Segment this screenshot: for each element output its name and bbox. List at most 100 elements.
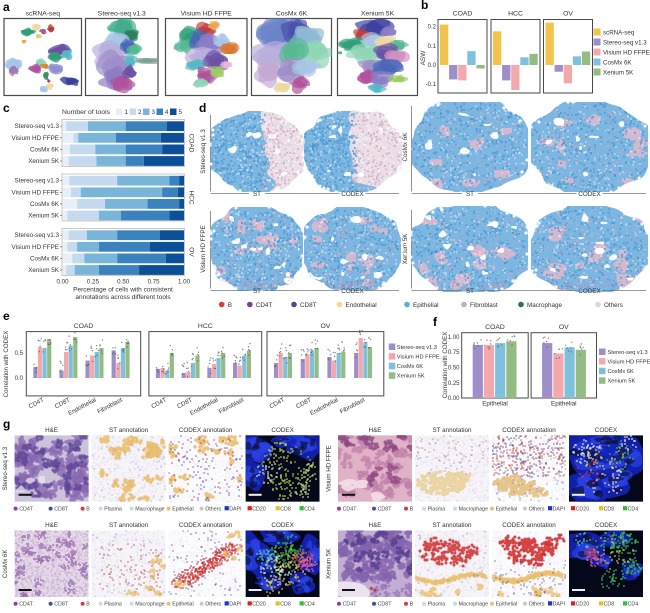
svg-text:Stereo-seq v1.3: Stereo-seq v1.3 bbox=[603, 39, 647, 46]
svg-text:COAD: COAD bbox=[74, 323, 94, 330]
svg-text:0.50: 0.50 bbox=[448, 366, 460, 372]
svg-text:HCC: HCC bbox=[198, 323, 213, 330]
svg-text:CODEX: CODEX bbox=[595, 427, 618, 434]
svg-text:H&E: H&E bbox=[369, 522, 382, 529]
svg-text:Fibroblast: Fibroblast bbox=[470, 302, 498, 309]
svg-text:Stereo-seq v1.3: Stereo-seq v1.3 bbox=[98, 11, 146, 18]
svg-text:ST: ST bbox=[466, 191, 474, 198]
svg-text:0.0: 0.0 bbox=[428, 63, 437, 69]
svg-text:HCC: HCC bbox=[508, 11, 523, 18]
svg-text:ST annotation: ST annotation bbox=[432, 522, 472, 529]
svg-text:CosMx 6K: CosMx 6K bbox=[603, 59, 632, 66]
svg-text:CD8T: CD8T bbox=[54, 602, 69, 608]
svg-text:ASW: ASW bbox=[420, 50, 427, 66]
svg-text:DAPI: DAPI bbox=[229, 506, 241, 512]
svg-text:Epithelial: Epithelial bbox=[413, 302, 439, 309]
svg-text:Others: Others bbox=[205, 506, 221, 512]
svg-text:Percentage of cells with consi: Percentage of cells with consistent bbox=[73, 287, 173, 294]
svg-text:e: e bbox=[3, 309, 10, 323]
svg-text:Visium HD FFPE: Visium HD FFPE bbox=[608, 360, 650, 366]
svg-text:DAPI: DAPI bbox=[553, 506, 565, 512]
svg-text:0.5: 0.5 bbox=[15, 351, 24, 357]
svg-text:Stereo-seq v1.3: Stereo-seq v1.3 bbox=[15, 232, 60, 239]
svg-text:ST annotation: ST annotation bbox=[432, 427, 472, 434]
svg-text:f: f bbox=[433, 315, 438, 329]
svg-text:0.1: 0.1 bbox=[428, 44, 437, 50]
svg-text:Epithelial: Epithelial bbox=[496, 506, 517, 512]
svg-text:CODEX: CODEX bbox=[271, 522, 294, 529]
svg-text:CosMx 6K: CosMx 6K bbox=[276, 11, 308, 18]
svg-text:ST annotation: ST annotation bbox=[109, 522, 149, 529]
svg-text:CD8: CD8 bbox=[604, 506, 615, 512]
svg-text:5: 5 bbox=[179, 109, 183, 116]
svg-text:Others: Others bbox=[205, 602, 221, 608]
svg-text:CD4T: CD4T bbox=[19, 506, 34, 512]
svg-text:H&E: H&E bbox=[45, 522, 58, 529]
svg-text:B: B bbox=[86, 602, 90, 608]
svg-text:Visium HD FFPE: Visium HD FFPE bbox=[12, 135, 59, 142]
svg-text:ST annotation: ST annotation bbox=[109, 427, 149, 434]
svg-text:1: 1 bbox=[125, 109, 129, 116]
svg-text:Macrophage: Macrophage bbox=[459, 506, 488, 512]
svg-text:CODEX: CODEX bbox=[341, 288, 364, 295]
svg-text:Xenium 5K: Xenium 5K bbox=[603, 69, 634, 76]
svg-text:CD4: CD4 bbox=[304, 602, 315, 608]
svg-text:2: 2 bbox=[138, 109, 142, 116]
svg-text:CD20: CD20 bbox=[252, 602, 266, 608]
svg-text:Plasma: Plasma bbox=[104, 506, 122, 512]
svg-text:Macrophage: Macrophage bbox=[135, 602, 164, 608]
svg-text:CODEX: CODEX bbox=[578, 191, 601, 198]
svg-text:CD4: CD4 bbox=[628, 506, 639, 512]
svg-text:Visium HD FFPE: Visium HD FFPE bbox=[181, 11, 233, 18]
svg-text:CODEX annotation: CODEX annotation bbox=[502, 427, 556, 434]
svg-text:Stereo-seq v1.3: Stereo-seq v1.3 bbox=[200, 129, 207, 174]
svg-text:Epithelial: Epithelial bbox=[551, 401, 577, 408]
svg-text:COAD: COAD bbox=[453, 11, 473, 18]
svg-text:Macrophage: Macrophage bbox=[135, 506, 164, 512]
svg-text:B: B bbox=[86, 506, 90, 512]
svg-text:ST: ST bbox=[466, 288, 474, 295]
svg-text:Xenium 5K: Xenium 5K bbox=[397, 374, 425, 380]
svg-text:CosMx 6K: CosMx 6K bbox=[30, 255, 60, 262]
svg-text:Endothelial: Endothelial bbox=[346, 302, 377, 309]
svg-text:CODEX: CODEX bbox=[578, 288, 601, 295]
svg-text:Xenium 5K: Xenium 5K bbox=[402, 233, 409, 265]
svg-text:Number of tools: Number of tools bbox=[62, 109, 111, 116]
svg-text:Xenium 5K: Xenium 5K bbox=[361, 11, 395, 18]
svg-text:CODEX annotation: CODEX annotation bbox=[502, 522, 556, 529]
svg-text:DAPI: DAPI bbox=[229, 602, 241, 608]
svg-text:ST: ST bbox=[253, 191, 261, 198]
svg-text:d: d bbox=[199, 101, 206, 115]
svg-text:CD4T: CD4T bbox=[343, 602, 358, 608]
svg-text:CODEX annotation: CODEX annotation bbox=[179, 427, 233, 434]
svg-text:CODEX: CODEX bbox=[341, 191, 364, 198]
svg-text:B: B bbox=[410, 602, 414, 608]
svg-text:0.00: 0.00 bbox=[56, 279, 69, 286]
svg-text:CD4T: CD4T bbox=[256, 302, 273, 309]
svg-text:Macrophage: Macrophage bbox=[459, 602, 488, 608]
svg-text:CD8T: CD8T bbox=[378, 506, 393, 512]
svg-text:Plasma: Plasma bbox=[104, 602, 122, 608]
svg-text:Macrophage: Macrophage bbox=[527, 302, 563, 309]
svg-text:Visium HD FFPE: Visium HD FFPE bbox=[326, 445, 333, 492]
svg-text:OV: OV bbox=[320, 323, 330, 330]
svg-text:0.00: 0.00 bbox=[448, 396, 460, 402]
svg-text:Visium HD FFPE: Visium HD FFPE bbox=[603, 49, 650, 56]
svg-text:B: B bbox=[228, 302, 232, 309]
svg-text:Xenium 5K: Xenium 5K bbox=[608, 379, 636, 385]
svg-text:Xenium 5K: Xenium 5K bbox=[28, 213, 60, 220]
svg-text:CD4T: CD4T bbox=[19, 602, 34, 608]
svg-text:0.50: 0.50 bbox=[117, 279, 130, 286]
svg-text:CosMx 6K: CosMx 6K bbox=[30, 146, 60, 153]
svg-text:Others: Others bbox=[529, 602, 545, 608]
svg-text:Stereo-seq v1.3: Stereo-seq v1.3 bbox=[15, 123, 60, 130]
svg-text:CD8T: CD8T bbox=[378, 602, 393, 608]
svg-text:CosMx 6K: CosMx 6K bbox=[2, 549, 9, 578]
svg-text:0.25: 0.25 bbox=[87, 279, 100, 286]
svg-text:CD8T: CD8T bbox=[54, 506, 69, 512]
svg-text:scRNA-seq: scRNA-seq bbox=[26, 11, 61, 18]
svg-text:Correlation with CODEX: Correlation with CODEX bbox=[442, 332, 449, 399]
svg-text:COAD: COAD bbox=[188, 134, 195, 153]
svg-text:CD8: CD8 bbox=[604, 602, 615, 608]
svg-text:0.75: 0.75 bbox=[148, 279, 161, 286]
